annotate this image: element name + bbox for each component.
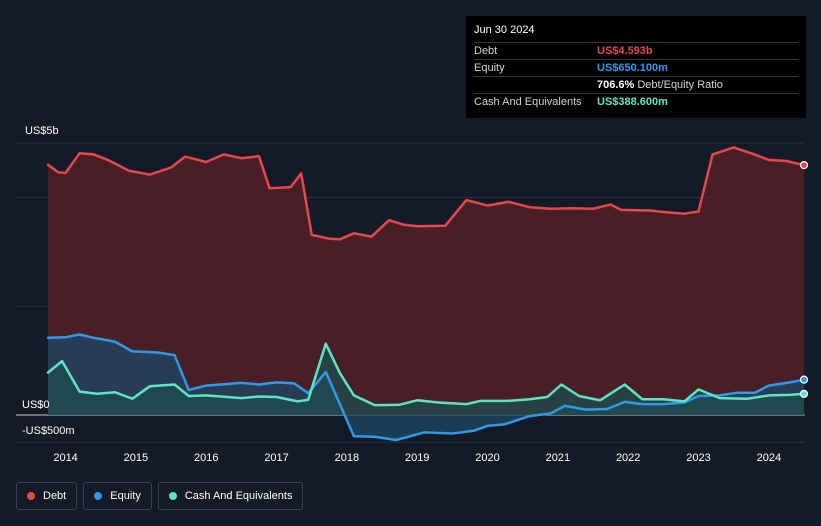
x-tick-label: 2022 — [616, 452, 640, 464]
legend-item-debt[interactable]: Debt — [16, 482, 78, 510]
ratio-suffix: Debt/Equity Ratio — [637, 79, 723, 91]
legend-item-cash[interactable]: Cash And Equivalents — [157, 482, 304, 510]
x-tick-label: 2024 — [757, 452, 781, 464]
line-cash-and-equivalents — [46, 342, 806, 407]
tooltip-value-cash: US$388.600m — [597, 96, 668, 108]
tooltip-row-debt: Debt US$4.593b — [474, 42, 798, 59]
legend-label: Debt — [43, 490, 67, 502]
marker-cash-and-equivalents — [799, 389, 809, 398]
tooltip-value-ratio: 706.6% Debt/Equity Ratio — [597, 77, 723, 93]
tooltip-row-ratio: 706.6% Debt/Equity Ratio — [474, 76, 798, 93]
x-tick-label: 2020 — [475, 452, 499, 464]
y-axis-labels: US$5b US$0 -US$500m — [22, 125, 75, 437]
marker-debt — [799, 161, 809, 170]
ratio-value: 706.6% — [597, 79, 635, 91]
tooltip-row-equity: Equity US$650.100m — [474, 59, 798, 76]
legend-dot-icon — [168, 492, 177, 500]
y-tick-label: US$0 — [22, 399, 50, 411]
x-tick-label: 2015 — [124, 452, 148, 464]
tooltip-panel: Jun 30 2024 Debt US$4.593b Equity US$650… — [466, 16, 806, 118]
tooltip-label: Cash And Equivalents — [474, 96, 582, 108]
x-tick-label: 2019 — [405, 452, 429, 464]
legend: Debt Equity Cash And Equivalents — [16, 482, 304, 510]
x-tick-label: 2018 — [335, 452, 359, 464]
legend-label: Equity — [110, 490, 141, 502]
y-tick-label: US$5b — [25, 125, 59, 137]
tooltip-value-debt: US$4.593b — [597, 45, 653, 57]
area-debt — [48, 147, 804, 415]
x-tick-label: 2023 — [686, 452, 710, 464]
line-layer — [46, 146, 806, 442]
y-tick-label: -US$500m — [22, 425, 75, 437]
tooltip-label — [474, 77, 597, 93]
legend-item-equity[interactable]: Equity — [83, 482, 152, 510]
x-tick-label: 2021 — [546, 452, 570, 464]
legend-label: Cash And Equivalents — [184, 490, 293, 502]
line-equity — [46, 333, 806, 442]
legend-dot-icon — [27, 492, 35, 500]
area-layer — [48, 147, 804, 440]
marker-equity — [799, 375, 809, 384]
tooltip-row-cash: Cash And Equivalents US$388.600m — [474, 93, 798, 110]
tooltip-value-equity: US$650.100m — [597, 62, 668, 74]
tooltip-label: Equity — [474, 62, 505, 74]
x-tick-label: 2016 — [194, 452, 218, 464]
tooltip-date: Jun 30 2024 — [474, 24, 535, 36]
legend-dot-icon — [94, 492, 103, 500]
marker-layer — [799, 161, 809, 398]
x-axis-labels: 2014 2015 2016 2017 2018 2019 2020 2021 2022 2023… — [53, 452, 781, 464]
x-tick-label: 2014 — [53, 452, 77, 464]
line-debt — [46, 146, 806, 241]
x-tick-label: 2017 — [264, 452, 288, 464]
tooltip-label: Debt — [474, 45, 498, 57]
area-cash-and-equivalents — [48, 343, 804, 415]
